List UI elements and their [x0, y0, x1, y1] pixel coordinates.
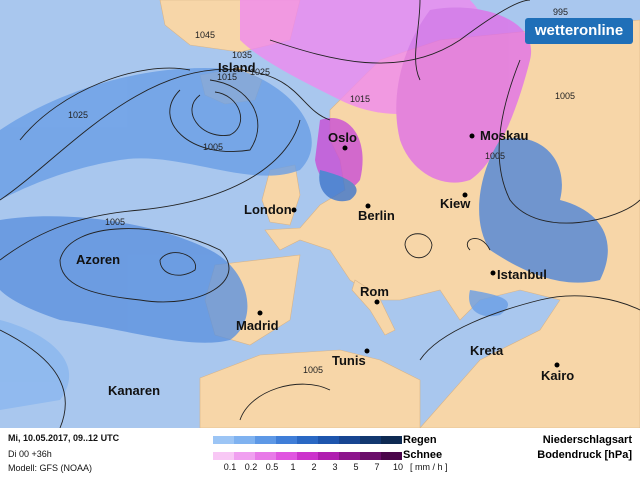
isobar-label: 1005	[303, 365, 323, 375]
snow-swatch	[297, 452, 318, 460]
city-label: Kairo	[541, 368, 574, 383]
city-label: Kanaren	[108, 383, 160, 398]
legend-unit: [ mm / h ]	[410, 462, 448, 472]
legend-step: 5	[353, 462, 358, 472]
city-dot	[462, 192, 468, 198]
city-dot	[364, 348, 370, 354]
isobar-label: 1015	[350, 94, 370, 104]
isobar-label: 1025	[250, 67, 270, 77]
city-dot	[257, 310, 263, 316]
legend-step: 0.5	[266, 462, 279, 472]
isobar-label: 1025	[68, 110, 88, 120]
city-label: Istanbul	[497, 267, 547, 282]
isobar-label: 1005	[485, 151, 505, 161]
city-label: Kreta	[470, 343, 504, 358]
city-label: Oslo	[328, 130, 357, 145]
legend-step: 1	[290, 462, 295, 472]
city-label: Tunis	[332, 353, 366, 368]
city-dot	[374, 299, 380, 305]
logo-box	[525, 18, 633, 44]
legend-step: 3	[332, 462, 337, 472]
isobar-label: 1005	[203, 142, 223, 152]
city-label: Rom	[360, 284, 389, 299]
rain-swatch	[255, 436, 276, 444]
snow-swatch	[381, 452, 402, 460]
snow-swatch	[255, 452, 276, 460]
rain-swatch	[360, 436, 381, 444]
city-label: Berlin	[358, 208, 395, 223]
isobar-label: 1005	[105, 217, 125, 227]
legend-rain: Regen	[403, 434, 437, 446]
snow-swatch	[318, 452, 339, 460]
city-label: Kiew	[440, 196, 471, 211]
footer-date: Mi, 10.05.2017, 09..12 UTC	[8, 433, 120, 443]
rain-swatch	[297, 436, 318, 444]
rain-swatch	[213, 436, 234, 444]
city-label: Moskau	[480, 128, 528, 143]
legend-step: 0.1	[224, 462, 237, 472]
snow-swatch	[339, 452, 360, 460]
city-label: Madrid	[236, 318, 279, 333]
isobars	[0, 0, 640, 429]
snow-swatch	[276, 452, 297, 460]
city-dot	[554, 362, 560, 368]
legend-title: Niederschlagsart	[543, 434, 633, 446]
legend-snow: Schnee	[403, 449, 442, 461]
legend-step: 0.2	[245, 462, 258, 472]
city-label: Island	[218, 60, 256, 75]
legend-step: 7	[374, 462, 379, 472]
city-label: Azoren	[76, 252, 120, 267]
city-dot	[469, 133, 475, 139]
legend-step: 2	[311, 462, 316, 472]
snow-swatch	[213, 452, 234, 460]
logo-text: wetteronline	[534, 22, 623, 39]
isobar-label: 1005	[555, 91, 575, 101]
logo: wetteronline	[525, 18, 633, 44]
rain-swatch	[234, 436, 255, 444]
city-dot	[342, 145, 348, 151]
footer-model: Modell: GFS (NOAA)	[8, 463, 92, 473]
rain-swatch	[276, 436, 297, 444]
isobar-label: 995	[553, 7, 568, 17]
rain-swatch	[339, 436, 360, 444]
legend-step: 10	[393, 462, 403, 472]
footer-run: Di 00 +36h	[8, 449, 52, 459]
city-dot	[365, 203, 371, 209]
city-label: London	[244, 202, 292, 217]
snow-swatch	[234, 452, 255, 460]
legend-title: Bodendruck [hPa]	[537, 449, 632, 461]
rain-swatch	[381, 436, 402, 444]
isobar-label: 1015	[217, 72, 237, 82]
rain-swatch	[318, 436, 339, 444]
city-dot	[291, 207, 297, 213]
city-dot	[490, 270, 496, 276]
isobar-label: 1035	[232, 50, 252, 60]
isobar-label: 1045	[195, 30, 215, 40]
snow-swatch	[360, 452, 381, 460]
